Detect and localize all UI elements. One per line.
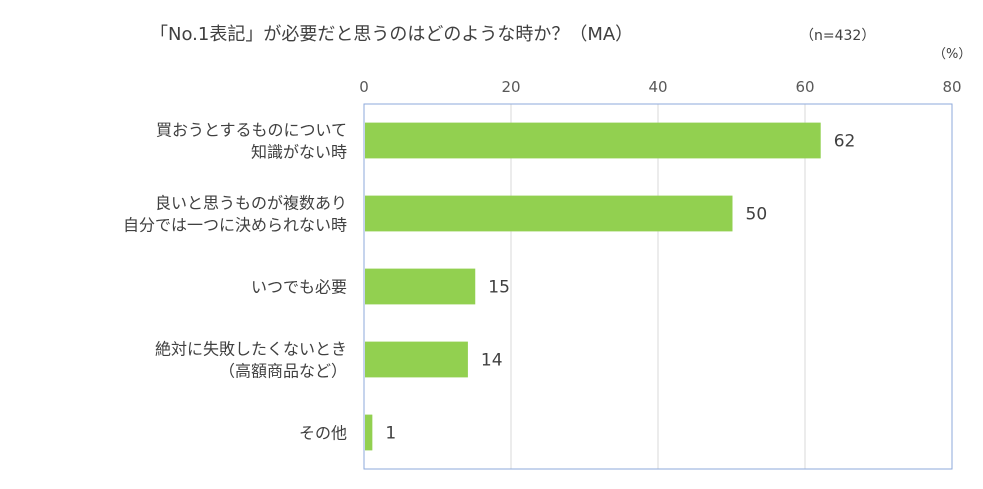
x-tick-label: 0	[359, 78, 369, 96]
category-label: （高額商品など）	[219, 362, 347, 381]
category-label: 知識がない時	[251, 143, 347, 162]
bar	[365, 341, 468, 378]
data-label: 14	[481, 351, 503, 371]
data-label: 15	[488, 278, 510, 298]
category-label: 絶対に失敗したくないとき	[155, 340, 347, 359]
data-label: 1	[385, 424, 396, 444]
bar	[365, 414, 373, 451]
category-label: 良いと思うものが複数あり	[155, 194, 347, 213]
category-label: いつでも必要	[251, 278, 347, 297]
category-label: 買おうとするものについて	[156, 121, 347, 140]
category-label: 自分では一つに決められない時	[123, 216, 347, 235]
x-tick-label: 20	[501, 78, 520, 96]
x-tick-label: 80	[942, 78, 961, 96]
x-tick-label: 60	[795, 78, 814, 96]
x-tick-label: 40	[648, 78, 667, 96]
plot-area-border	[363, 103, 953, 470]
unit-label: （%）	[933, 47, 972, 62]
sample-size-label: （n=432）	[800, 28, 876, 44]
data-label: 62	[834, 132, 856, 152]
bar	[365, 268, 476, 305]
bar	[365, 195, 733, 232]
category-label: その他	[299, 424, 347, 443]
chart-title: 「No.1表記」が必要だと思うのはどのような時か？（MA）	[150, 24, 634, 45]
bar	[365, 122, 821, 159]
data-label: 50	[746, 205, 768, 225]
